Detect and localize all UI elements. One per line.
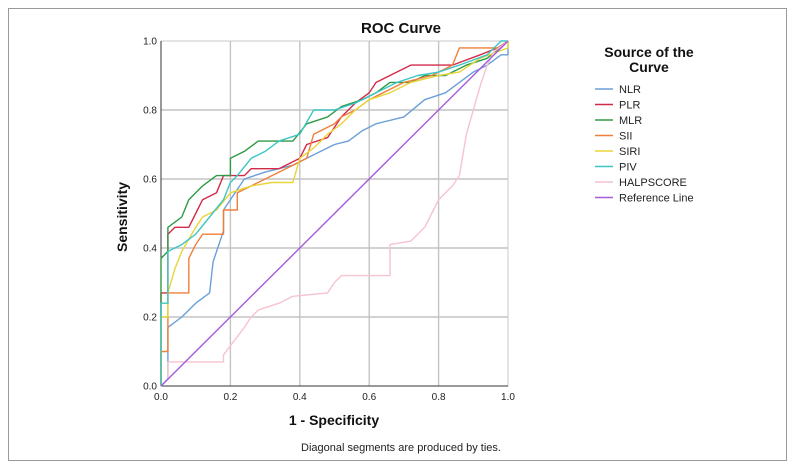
- legend-label-siri: SIRI: [619, 146, 640, 158]
- legend-label-halpscore: HALPSCORE: [619, 177, 687, 189]
- legend-label-mlr: MLR: [619, 115, 642, 127]
- legend-title-line-1: Source of the: [604, 44, 694, 60]
- x-tick-label: 1.0: [501, 392, 515, 403]
- series-line-siri: [160, 41, 509, 386]
- legend-label-nlr: NLR: [619, 84, 641, 96]
- y-tick-label: 0.6: [143, 175, 157, 186]
- series-lines: [160, 40, 509, 387]
- legend-label-plr: PLR: [619, 100, 640, 112]
- y-tick-label: 1.0: [143, 37, 157, 48]
- y-axis-title: Sensitivity: [114, 182, 130, 252]
- grid-lines: [161, 41, 508, 386]
- y-tick-label: 0.4: [143, 244, 157, 255]
- x-tick-label: 0.6: [362, 392, 376, 403]
- series-line-sii: [160, 40, 509, 386]
- x-tick-label: 0.4: [293, 392, 307, 403]
- chart-frame: ROC Curve 0.0 0.2 0.4 0.6 0.8 1.0 0.0 0.2 0.4 0.6…: [8, 8, 787, 461]
- series-line-piv: [160, 40, 508, 386]
- y-tick-label: 0.2: [143, 313, 157, 324]
- legend: Source of the Curve NLR PLR MLR SII SIRI PIV H…: [595, 44, 694, 205]
- legend-label-piv: PIV: [619, 162, 637, 174]
- series-line-reference-line: [160, 40, 509, 387]
- y-tick-label: 0.0: [143, 382, 157, 393]
- footnote: Diagonal segments are produced by ties.: [301, 442, 501, 454]
- chart-title: ROC Curve: [361, 20, 441, 37]
- series-line-halpscore: [160, 40, 509, 387]
- y-tick-label: 0.8: [143, 106, 157, 117]
- legend-label-sii: SII: [619, 131, 632, 143]
- tick-labels: 0.0 0.2 0.4 0.6 0.8 1.0 0.0 0.2 0.4 0.6 0.8 1.0: [143, 37, 515, 404]
- roc-chart: ROC Curve 0.0 0.2 0.4 0.6 0.8 1.0 0.0 0.2 0.4 0.6…: [114, 20, 694, 454]
- x-tick-label: 0.2: [223, 392, 237, 403]
- series-line-plr: [160, 40, 509, 386]
- series-line-mlr: [160, 40, 509, 386]
- legend-title-line-2: Curve: [629, 59, 669, 75]
- legend-label-reference-line: Reference Line: [619, 193, 694, 205]
- series-line-nlr: [160, 41, 509, 387]
- x-tick-label: 0.0: [154, 392, 168, 403]
- x-tick-label: 0.8: [432, 392, 446, 403]
- x-axis-title: 1 - Specificity: [289, 412, 379, 428]
